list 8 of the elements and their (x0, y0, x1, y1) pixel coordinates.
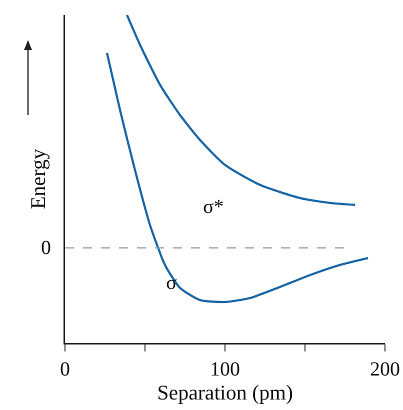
series-label: σ (166, 272, 177, 294)
x-tick-label: 0 (60, 358, 70, 380)
x-tick-label: 100 (210, 358, 240, 380)
ref-line-label: 0 (41, 237, 51, 259)
y-axis-title: Energy (26, 148, 50, 210)
series-label: σ* (203, 196, 224, 218)
x-tick-label: 200 (370, 358, 400, 380)
x-axis-title: Separation (pm) (157, 380, 293, 404)
